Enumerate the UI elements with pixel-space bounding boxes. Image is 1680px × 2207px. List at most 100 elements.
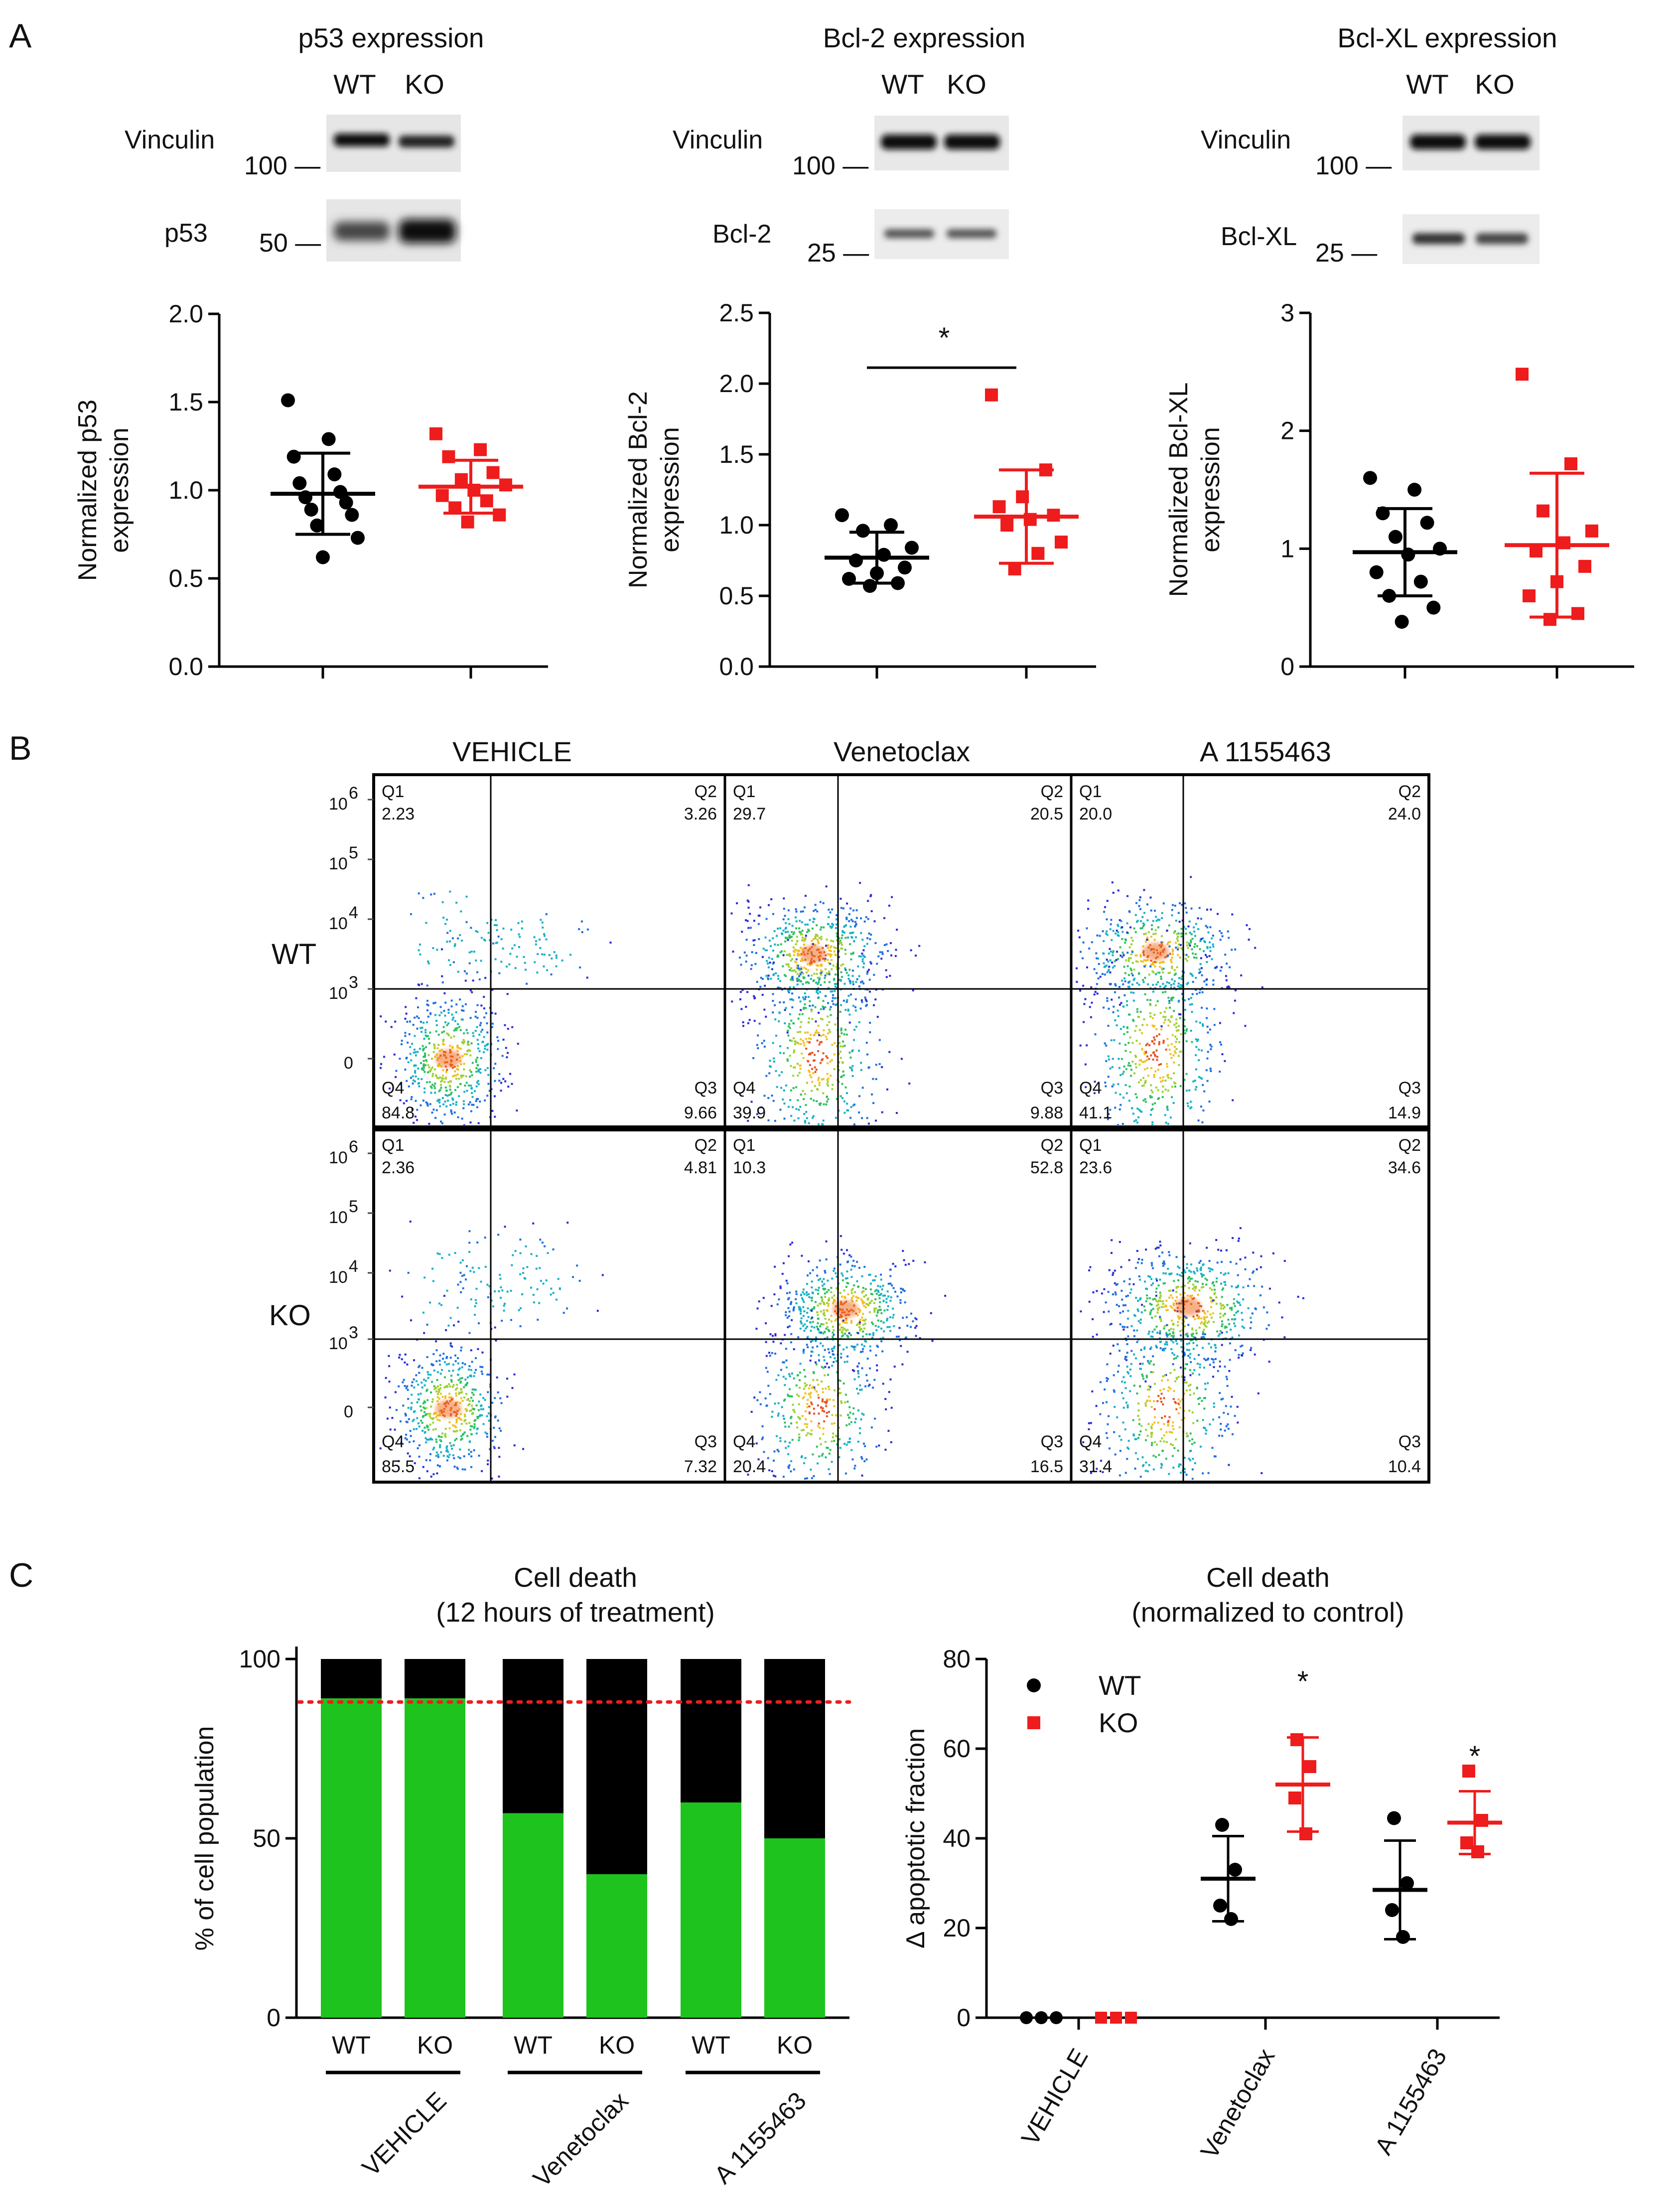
flow-event bbox=[465, 1075, 467, 1078]
flow-event bbox=[785, 927, 787, 929]
flow-event bbox=[1141, 1085, 1143, 1087]
flow-event bbox=[1197, 1280, 1199, 1283]
flow-event bbox=[1165, 1121, 1167, 1124]
flow-event bbox=[868, 1311, 871, 1313]
flow-event bbox=[1233, 1314, 1236, 1316]
flow-event bbox=[863, 1305, 865, 1307]
quadrant-name: Q3 bbox=[695, 1079, 717, 1098]
flow-event bbox=[875, 1078, 877, 1080]
flow-event bbox=[773, 1459, 775, 1462]
flow-event bbox=[500, 1286, 502, 1288]
flow-event bbox=[799, 1386, 801, 1389]
flow-event bbox=[469, 1076, 471, 1078]
flow-event bbox=[765, 918, 768, 920]
flow-event bbox=[523, 1277, 526, 1279]
flow-event bbox=[840, 1057, 842, 1059]
flow-event bbox=[1146, 1288, 1148, 1290]
flow-event bbox=[466, 1053, 468, 1056]
flow-event bbox=[805, 1110, 808, 1113]
flow-event bbox=[399, 1058, 401, 1060]
flow-event bbox=[860, 999, 863, 1001]
flow-event bbox=[1119, 1093, 1121, 1096]
flow-event bbox=[1151, 1121, 1154, 1123]
flow-event bbox=[788, 935, 791, 938]
flow-event bbox=[440, 1077, 443, 1080]
flow-event bbox=[449, 1342, 452, 1345]
flow-event bbox=[1141, 1032, 1143, 1034]
flow-event bbox=[845, 1424, 848, 1426]
flow-event bbox=[738, 957, 741, 959]
flow-event bbox=[802, 1090, 804, 1092]
flow-event bbox=[477, 1070, 480, 1072]
flow-event bbox=[1115, 959, 1118, 961]
flow-event bbox=[843, 982, 846, 985]
flow-event bbox=[790, 1422, 793, 1425]
flow-event bbox=[839, 978, 841, 981]
quadrant-name: Q1 bbox=[733, 1136, 755, 1155]
flow-event bbox=[1136, 1107, 1139, 1110]
flow-event bbox=[456, 1073, 459, 1076]
flow-event bbox=[439, 1383, 442, 1386]
flow-event bbox=[1192, 980, 1194, 983]
quadrant-value: 85.5 bbox=[382, 1457, 415, 1476]
flow-event bbox=[429, 1086, 432, 1088]
flow-event bbox=[1122, 983, 1124, 985]
flow-event bbox=[803, 906, 806, 909]
flow-event bbox=[1160, 1028, 1163, 1031]
flow-event bbox=[399, 1354, 401, 1356]
flow-event bbox=[800, 980, 802, 982]
flow-event bbox=[763, 1045, 766, 1048]
flow-event bbox=[1123, 977, 1125, 979]
flow-event bbox=[1186, 1343, 1188, 1345]
flow-event bbox=[930, 1312, 932, 1314]
flow-event bbox=[1237, 1286, 1239, 1288]
flow-event bbox=[845, 1317, 847, 1320]
flow-event bbox=[436, 1396, 439, 1398]
flow-event bbox=[452, 1384, 455, 1386]
flow-event bbox=[1184, 1325, 1186, 1328]
flow-event bbox=[427, 1038, 430, 1040]
flow-event bbox=[833, 1068, 836, 1070]
flow-event bbox=[431, 1438, 433, 1441]
flow-event bbox=[1083, 1003, 1086, 1005]
flow-event bbox=[423, 1400, 425, 1402]
flow-event bbox=[886, 1318, 888, 1320]
flow-event bbox=[763, 1095, 766, 1097]
flow-event bbox=[450, 1379, 452, 1381]
flow-event bbox=[1170, 961, 1173, 964]
flow-event bbox=[1148, 1330, 1150, 1333]
flow-event bbox=[436, 1464, 439, 1467]
flow-event bbox=[807, 1316, 810, 1318]
flow-event bbox=[870, 1300, 873, 1302]
flow-event bbox=[507, 1052, 509, 1054]
flow-event bbox=[861, 1291, 863, 1294]
band-label-bcl2: Bcl-2 bbox=[712, 220, 771, 249]
flow-event bbox=[1091, 941, 1093, 944]
flow-event bbox=[424, 1437, 427, 1439]
flow-event bbox=[1161, 1091, 1164, 1093]
flow-event bbox=[778, 1074, 781, 1077]
flow-event bbox=[771, 1410, 774, 1413]
flow-event bbox=[497, 1234, 500, 1236]
flow-event bbox=[461, 1377, 463, 1379]
flow-event bbox=[1149, 1311, 1152, 1314]
flow-event bbox=[888, 1326, 891, 1328]
flow-event bbox=[887, 1295, 890, 1298]
flow-event bbox=[788, 1255, 790, 1257]
flow-event bbox=[742, 1025, 744, 1027]
flow-event bbox=[1137, 1081, 1140, 1084]
flow-event bbox=[842, 907, 844, 910]
flow-event bbox=[862, 1287, 864, 1289]
flow-event bbox=[798, 996, 800, 999]
flow-event bbox=[1121, 1298, 1123, 1301]
flow-event bbox=[833, 1346, 836, 1348]
flow-event bbox=[1127, 1317, 1129, 1320]
flow-event bbox=[1200, 1317, 1203, 1320]
flow-event bbox=[833, 1405, 836, 1407]
flow-event bbox=[850, 1449, 853, 1451]
flow-event bbox=[1240, 1345, 1242, 1348]
flow-event bbox=[1168, 924, 1170, 927]
flow-event bbox=[809, 1393, 811, 1396]
flow-event bbox=[786, 1317, 789, 1319]
flow-event bbox=[818, 937, 821, 939]
